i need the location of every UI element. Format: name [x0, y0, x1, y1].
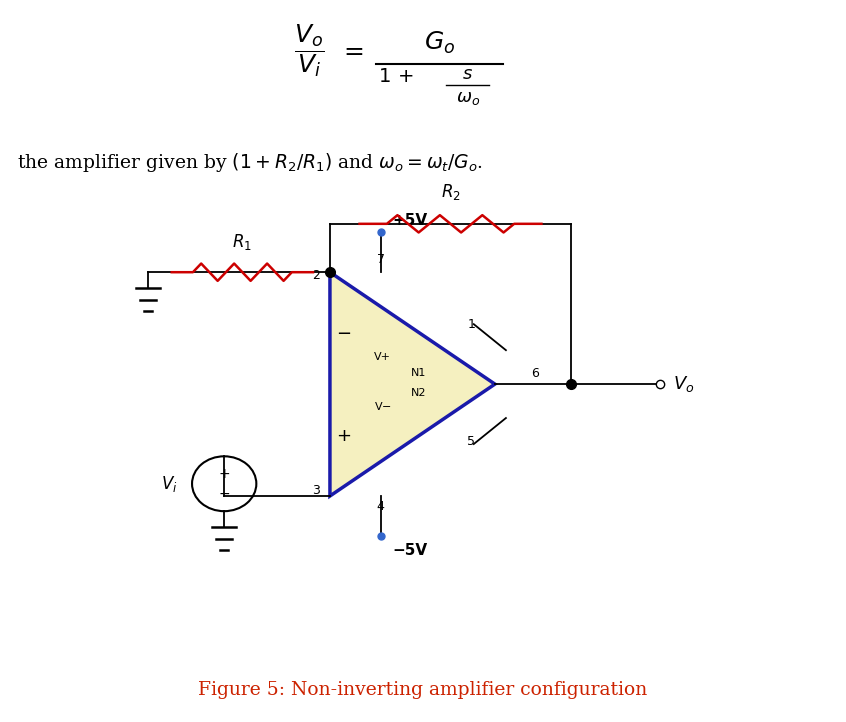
Text: $=$: $=$ — [338, 39, 364, 62]
Text: $+$: $+$ — [336, 427, 351, 445]
Text: $-$: $-$ — [336, 323, 351, 341]
Text: $R_2$: $R_2$ — [441, 182, 460, 202]
Text: 2: 2 — [312, 269, 320, 282]
Text: the amplifier given by $(1 + R_2/R_1)$ and $\omega_o = \omega_t/G_o$.: the amplifier given by $(1 + R_2/R_1)$ a… — [17, 151, 483, 174]
Text: $s$: $s$ — [462, 65, 474, 82]
Text: 3: 3 — [312, 484, 320, 497]
Text: Figure 5: Non-inverting amplifier configuration: Figure 5: Non-inverting amplifier config… — [198, 681, 648, 698]
Text: V+: V+ — [374, 352, 391, 362]
Text: 1: 1 — [467, 318, 475, 331]
Text: V$-$: V$-$ — [374, 400, 391, 412]
Text: $-$: $-$ — [218, 486, 230, 500]
Text: $R_1$: $R_1$ — [233, 232, 252, 252]
Text: 4: 4 — [376, 500, 385, 513]
Text: 6: 6 — [531, 367, 540, 380]
Text: $+$: $+$ — [218, 467, 230, 482]
Text: $V_i$: $V_i$ — [161, 474, 178, 494]
Text: $\omega_o$: $\omega_o$ — [456, 90, 480, 107]
Polygon shape — [330, 272, 495, 496]
Text: $G_o$: $G_o$ — [425, 30, 455, 56]
Text: $\dfrac{V_o}{V_i}$: $\dfrac{V_o}{V_i}$ — [294, 22, 324, 79]
Text: +5V: +5V — [393, 213, 428, 227]
Text: $1\,+$: $1\,+$ — [378, 69, 414, 86]
Text: N2: N2 — [411, 388, 426, 399]
Text: 7: 7 — [376, 253, 385, 266]
Text: N1: N1 — [411, 367, 426, 378]
Text: $V_o$: $V_o$ — [673, 374, 694, 394]
Text: 5: 5 — [467, 435, 475, 448]
Text: −5V: −5V — [393, 543, 428, 557]
